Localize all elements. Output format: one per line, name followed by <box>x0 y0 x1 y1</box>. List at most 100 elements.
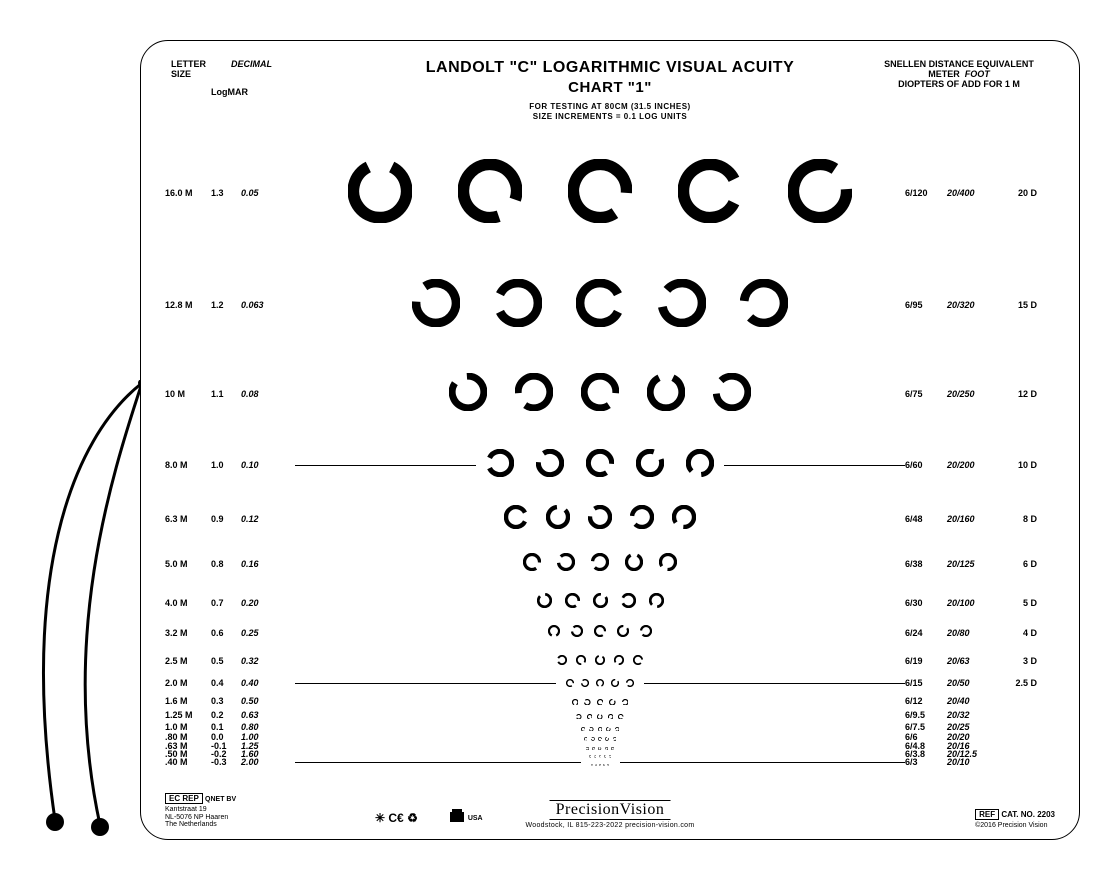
landolt-c-icon <box>548 624 560 642</box>
landolt-c-icon <box>740 279 788 332</box>
landolt-c-icon <box>515 373 553 416</box>
landolt-c-icon <box>713 373 751 416</box>
row-left-labels: 10 M1.10.08 <box>165 389 295 399</box>
landolt-c-icon <box>617 624 629 642</box>
subtitle-2: SIZE INCREMENTS = 0.1 LOG UNITS <box>165 112 1055 122</box>
landolt-c-icon <box>536 449 564 482</box>
row-right-labels: 6/1520/502.5 D <box>905 678 1055 688</box>
row-left-labels: 12.8 M1.20.063 <box>165 300 295 310</box>
landolt-ring-group <box>295 553 905 576</box>
acuity-row: .40 M-0.32.00 6/320/10 <box>165 756 1055 768</box>
row-right-labels: 6/12020/40020 D <box>905 188 1055 198</box>
row-left-labels: 16.0 M1.30.05 <box>165 188 295 198</box>
ec-rep-block: EC REP QNET BV Kantstraat 19 NL-5076 NP … <box>165 793 236 829</box>
landolt-c-icon <box>546 505 570 534</box>
landolt-ring-group <box>295 674 905 692</box>
row-right-labels: 6/9.520/32 <box>905 710 1055 720</box>
landolt-c-icon <box>566 674 574 692</box>
landolt-ring-group <box>295 449 905 482</box>
landolt-c-icon <box>640 624 652 642</box>
acuity-row: 10 M1.10.08 6/7520/25012 D <box>165 375 1055 413</box>
landolt-c-icon <box>523 553 541 576</box>
landolt-c-icon <box>412 279 460 332</box>
row-right-labels: 6/3020/1005 D <box>905 598 1055 608</box>
acuity-row: 16.0 M1.30.05 6/12020/40020 D <box>165 161 1055 225</box>
landolt-c-icon <box>576 652 586 670</box>
acuity-row: 6.3 M0.90.12 6/4820/1608 D <box>165 507 1055 531</box>
landolt-c-icon <box>458 159 522 228</box>
landolt-c-icon <box>594 624 606 642</box>
landolt-c-icon <box>630 505 654 534</box>
landolt-c-icon <box>537 593 552 613</box>
acuity-row: 2.0 M0.40.40 6/1520/502.5 D <box>165 677 1055 689</box>
hanging-cord <box>0 380 150 860</box>
landolt-ring-group <box>295 593 905 613</box>
acuity-row: 3.2 M0.60.25 6/2420/804 D <box>165 627 1055 639</box>
landolt-c-icon <box>788 159 852 228</box>
acuity-row: 5.0 M0.80.16 6/3820/1256 D <box>165 555 1055 573</box>
landolt-c-icon <box>621 593 636 613</box>
row-left-labels: 2.5 M0.50.32 <box>165 656 295 666</box>
landolt-c-icon <box>647 373 685 416</box>
landolt-c-icon <box>586 449 614 482</box>
row-right-labels: 6/1220/40 <box>905 696 1055 706</box>
landolt-ring-group <box>295 373 905 416</box>
catalog-block: REF CAT. NO. 2203 ©2016 Precision Vision <box>975 809 1055 829</box>
landolt-c-icon <box>658 279 706 332</box>
landolt-c-icon <box>591 753 593 771</box>
row-left-labels: .40 M-0.32.00 <box>165 757 295 767</box>
flag-icon <box>450 812 464 822</box>
row-right-labels: 6/320/10 <box>905 757 1055 767</box>
landolt-c-icon <box>625 553 643 576</box>
landolt-c-icon <box>626 674 634 692</box>
row-left-labels: 1.6 M0.30.50 <box>165 696 295 706</box>
landolt-c-icon <box>576 279 624 332</box>
landolt-ring-group <box>295 159 905 228</box>
landolt-c-icon <box>557 553 575 576</box>
compliance-symbols: ✳ C€ ♻ USA <box>375 811 483 825</box>
row-right-labels: 6/7520/25012 D <box>905 389 1055 399</box>
row-left-labels: 3.2 M0.60.25 <box>165 628 295 638</box>
landolt-c-icon <box>636 449 664 482</box>
acuity-row: 2.5 M0.50.32 6/1920/633 D <box>165 655 1055 667</box>
landolt-c-icon <box>504 505 528 534</box>
chart-card: LANDOLT "C" LOGARITHMIC VISUAL ACUITY CH… <box>140 40 1080 840</box>
landolt-c-icon <box>449 373 487 416</box>
landolt-c-icon <box>568 159 632 228</box>
right-column-header: SNELLEN DISTANCE EQUIVALENT METER FOOT D… <box>869 59 1049 89</box>
landolt-ring-group <box>295 753 905 771</box>
landolt-c-icon <box>588 505 612 534</box>
landolt-c-icon <box>557 652 567 670</box>
precision-vision-logo: PrecisionVision <box>550 800 671 820</box>
landolt-ring-group <box>295 279 905 332</box>
row-right-labels: 6/2420/804 D <box>905 628 1055 638</box>
row-left-labels: 4.0 M0.70.20 <box>165 598 295 608</box>
subtitle-1: FOR TESTING AT 80CM (31.5 INCHES) <box>165 102 1055 112</box>
row-right-labels: 6/9520/32015 D <box>905 300 1055 310</box>
row-right-labels: 6/6020/20010 D <box>905 460 1055 470</box>
acuity-chart-body: 16.0 M1.30.05 6/12020/40020 D 12.8 M1.20.… <box>165 161 1055 779</box>
row-right-labels: 6/3820/1256 D <box>905 559 1055 569</box>
landolt-c-icon <box>649 593 664 613</box>
landolt-c-icon <box>596 674 604 692</box>
landolt-c-icon <box>571 624 583 642</box>
landolt-c-icon <box>581 373 619 416</box>
row-left-labels: 8.0 M1.00.10 <box>165 460 295 470</box>
landolt-ring-group <box>295 652 905 670</box>
landolt-ring-group <box>295 505 905 534</box>
landolt-c-icon <box>581 674 589 692</box>
landolt-c-icon <box>494 279 542 332</box>
landolt-c-icon <box>678 159 742 228</box>
landolt-c-icon <box>672 505 696 534</box>
acuity-row: 4.0 M0.70.20 6/3020/1005 D <box>165 595 1055 610</box>
landolt-c-icon <box>595 652 605 670</box>
landolt-c-icon <box>591 553 609 576</box>
left-column-header: LETTER SIZE DECIMAL LogMAR <box>171 59 291 79</box>
landolt-c-icon <box>614 652 624 670</box>
landolt-c-icon <box>659 553 677 576</box>
landolt-c-icon <box>595 753 597 771</box>
landolt-c-icon <box>486 449 514 482</box>
landolt-c-icon <box>686 449 714 482</box>
landolt-c-icon <box>607 753 609 771</box>
brand-block: PrecisionVision Woodstock, IL 815-223-20… <box>526 800 695 829</box>
